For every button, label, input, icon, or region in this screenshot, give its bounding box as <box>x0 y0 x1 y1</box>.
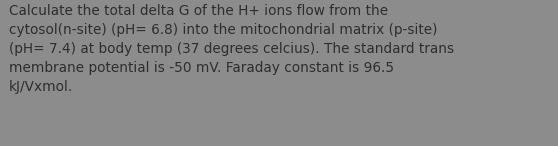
Text: Calculate the total delta G of the H+ ions flow from the
cytosol(n-site) (pH= 6.: Calculate the total delta G of the H+ io… <box>9 4 454 94</box>
